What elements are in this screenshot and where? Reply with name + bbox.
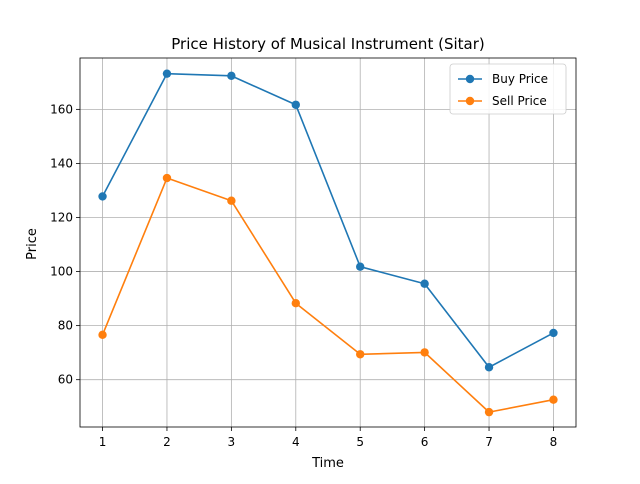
buy-price-line: [101, 72, 554, 369]
y-tick-label: 140: [50, 156, 73, 170]
x-tick-label: 7: [485, 435, 493, 449]
x-tick-label: 1: [99, 435, 107, 449]
x-tick-label: 6: [421, 435, 429, 449]
legend-buy-price-marker: [465, 74, 475, 84]
buy-price-point: [549, 328, 558, 338]
legend-sell-price-marker: [465, 96, 475, 106]
sell-price-point: [420, 348, 429, 357]
sell-price-point: [162, 173, 172, 183]
y-tick-label: 100: [50, 265, 73, 279]
x-tick-label: 2: [163, 435, 171, 449]
buy-price-point: [420, 279, 429, 288]
x-tick-label: 8: [550, 435, 558, 449]
x-tick-label: 5: [356, 435, 364, 449]
y-tick-label: 80: [58, 319, 73, 333]
sell-price-point: [98, 330, 107, 340]
sell-price-point: [549, 395, 558, 404]
chart-title: Price History of Musical Instrument (Sit…: [171, 35, 484, 53]
y-tick-label: 160: [50, 102, 73, 116]
buy-price-point: [356, 262, 365, 271]
x-tick-label: 4: [292, 435, 300, 449]
legend: Buy Price Sell Price: [449, 63, 567, 115]
plot-area: 1 2 3 4 5 6 7 8 60 80 100 120 140 160: [50, 57, 577, 449]
axes-frame: [79, 57, 577, 428]
y-axis-label: Price: [25, 228, 40, 260]
buy-price-point: [291, 100, 300, 109]
buy-price-point: [227, 71, 236, 81]
x-axis-label: Time: [311, 456, 344, 471]
y-tick-label: 60: [58, 373, 73, 387]
buy-price-point: [162, 69, 172, 78]
sell-price-line: [101, 177, 554, 413]
y-tick-label: 120: [50, 210, 73, 224]
sell-price-point: [227, 196, 236, 205]
sell-price-point: [291, 298, 300, 308]
buy-price-point: [484, 363, 494, 372]
sell-price-point: [356, 350, 365, 359]
sell-price-point: [484, 407, 494, 417]
legend-sell-price-label: Sell Price: [492, 94, 547, 108]
legend-buy-price-label: Buy Price: [492, 72, 548, 86]
buy-price-point: [98, 192, 107, 201]
x-tick-label: 3: [228, 435, 236, 449]
